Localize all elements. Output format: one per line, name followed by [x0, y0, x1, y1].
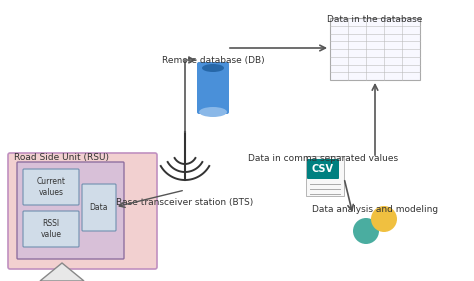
FancyBboxPatch shape — [17, 162, 124, 259]
Polygon shape — [40, 263, 84, 281]
Text: CSV: CSV — [312, 164, 334, 174]
Text: Base transceiver station (BTS): Base transceiver station (BTS) — [117, 198, 254, 207]
Ellipse shape — [353, 218, 379, 244]
FancyBboxPatch shape — [197, 62, 229, 114]
FancyBboxPatch shape — [23, 169, 79, 205]
FancyBboxPatch shape — [330, 18, 420, 80]
FancyBboxPatch shape — [307, 159, 339, 179]
FancyBboxPatch shape — [306, 156, 344, 196]
FancyBboxPatch shape — [82, 184, 116, 231]
Ellipse shape — [199, 107, 227, 117]
FancyBboxPatch shape — [8, 153, 157, 269]
Ellipse shape — [371, 206, 397, 232]
Text: Data in the database: Data in the database — [328, 15, 423, 24]
FancyBboxPatch shape — [23, 211, 79, 247]
Ellipse shape — [202, 64, 224, 72]
Text: Data: Data — [90, 203, 108, 212]
Text: Data analysis and modeling: Data analysis and modeling — [312, 205, 438, 214]
Text: Data in comma separated values: Data in comma separated values — [248, 154, 398, 163]
Text: Remote database (DB): Remote database (DB) — [162, 56, 264, 65]
Text: Current
values: Current values — [36, 177, 65, 197]
Text: Road Side Unit (RSU): Road Side Unit (RSU) — [14, 153, 109, 162]
Text: RSSI
value: RSSI value — [40, 219, 62, 239]
